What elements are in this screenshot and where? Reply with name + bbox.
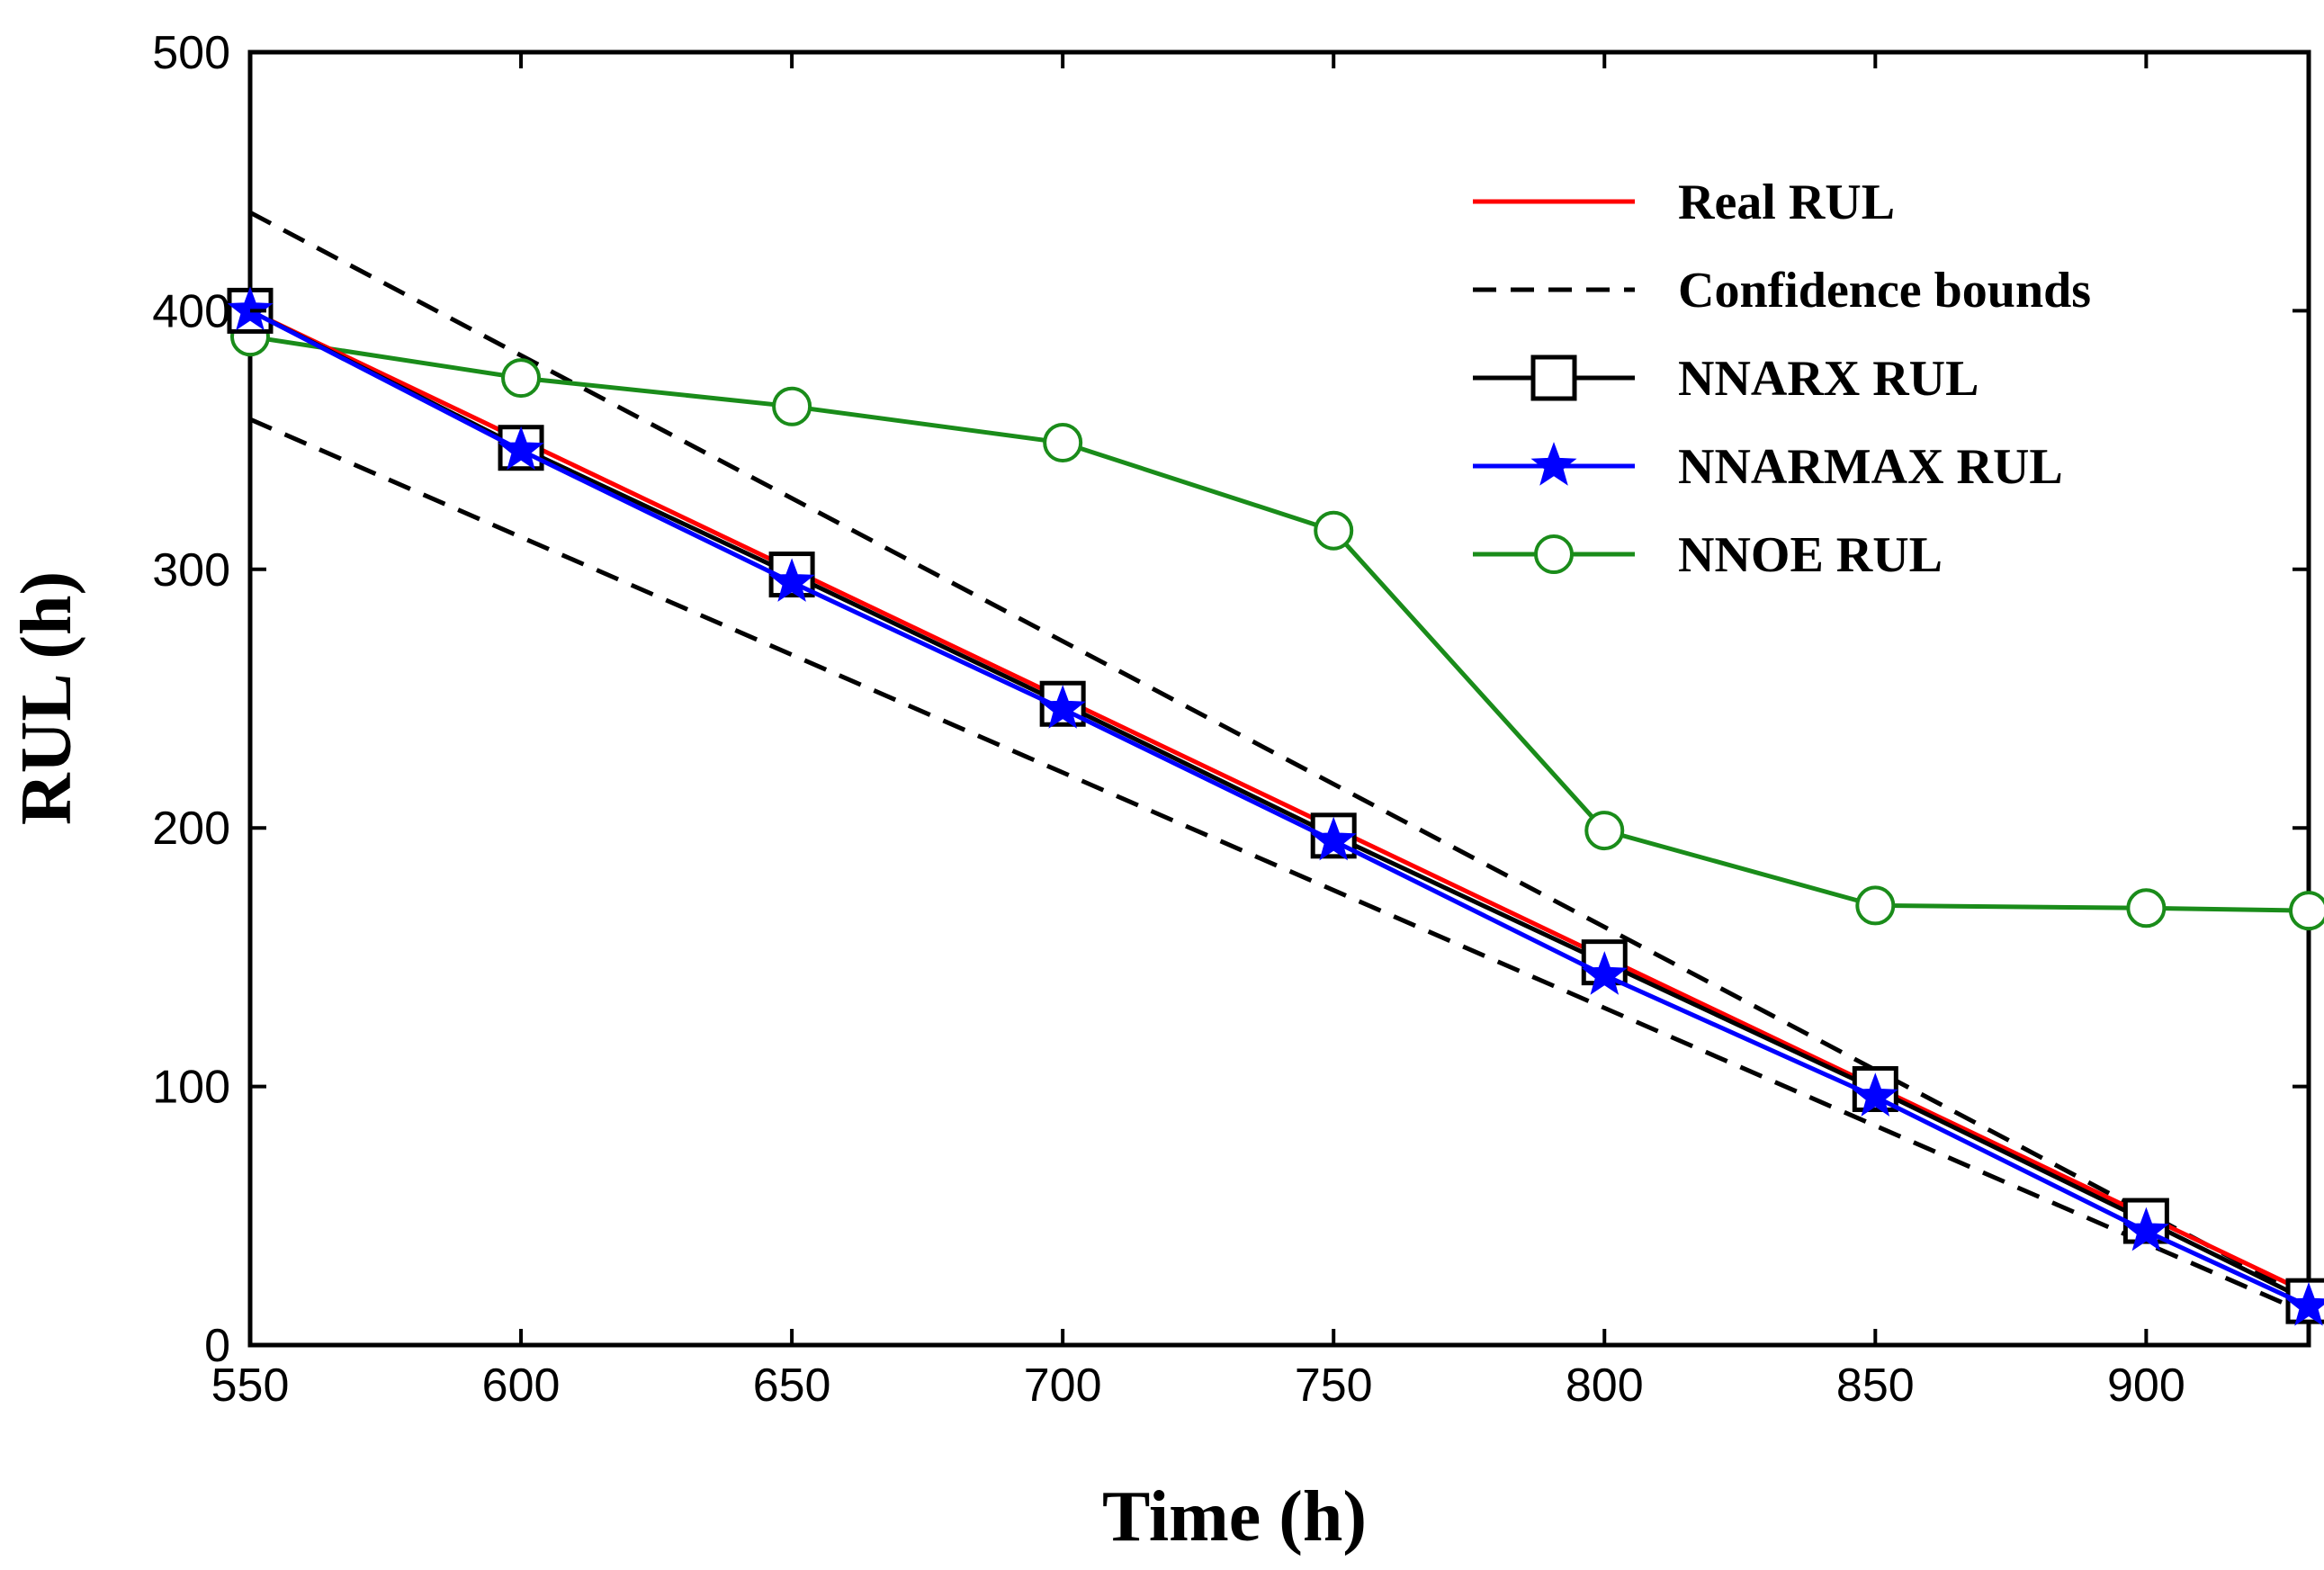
y-tick-label: 200 xyxy=(152,803,230,855)
nnoe-rul-point xyxy=(1043,422,1083,462)
legend-item-nnarmax-rul: NNARMAX RUL xyxy=(1473,439,2063,495)
x-tick-label: 550 xyxy=(211,1359,290,1412)
y-tick-label: 400 xyxy=(152,285,230,337)
x-tick-label: 850 xyxy=(1836,1359,1915,1412)
nnoe-rul-point xyxy=(501,358,542,399)
nnarmax-rul-point xyxy=(1581,951,1628,995)
legend-label: NNOE RUL xyxy=(1678,527,1943,583)
confidence-bounds-lower-series xyxy=(249,417,2310,1316)
nnoe-rul-point xyxy=(1584,811,1625,851)
y-tick-label: 100 xyxy=(152,1062,230,1114)
nnarmax-rul-point xyxy=(2122,1207,2169,1252)
legend-item-confidence-bounds: Confidence bounds xyxy=(1473,263,2091,318)
confidence-bounds-series xyxy=(248,210,2311,1301)
nnarmax-rul-point xyxy=(227,286,274,331)
real-rul-line xyxy=(248,309,2311,1296)
x-axis-title: Time (h) xyxy=(1102,1477,1367,1557)
y-tick-label: 0 xyxy=(204,1320,230,1372)
nnoe-rul-series xyxy=(230,317,2324,931)
x-tick-label: 750 xyxy=(1295,1359,1373,1412)
y-axis-title: RUL (h) xyxy=(7,571,86,825)
legend-label: NNARMAX RUL xyxy=(1678,439,2063,495)
legend-marker xyxy=(1530,354,1577,401)
nnarmax-rul-point xyxy=(2285,1282,2324,1326)
nnarmax-rul-point xyxy=(1310,816,1357,861)
nnarmax-rul-series xyxy=(227,286,2324,1326)
x-tick-label: 900 xyxy=(2107,1359,2185,1412)
x-tick-label: 700 xyxy=(1024,1359,1102,1412)
nnarmax-rul-point xyxy=(498,426,544,471)
nnarmax-rul-point xyxy=(1852,1072,1898,1117)
legend-marker xyxy=(1534,534,1574,574)
nnoe-rul-point xyxy=(1855,885,1896,926)
legend-label: Real RUL xyxy=(1678,175,1895,230)
y-tick-label: 500 xyxy=(152,27,230,79)
real-rul-series xyxy=(248,309,2311,1296)
x-tick-label: 600 xyxy=(482,1359,561,1412)
confidence-bounds-line xyxy=(248,210,2311,1301)
nnarmax-rul-point xyxy=(1039,685,1086,729)
nnoe-rul-point xyxy=(2289,891,2324,931)
confidence-bounds-lower-line xyxy=(249,417,2310,1316)
nnoe-rul-point xyxy=(1314,510,1354,551)
legend-label: NNARX RUL xyxy=(1678,351,1979,407)
x-tick-label: 650 xyxy=(753,1359,831,1412)
legend-item-nnoe-rul: NNOE RUL xyxy=(1473,527,1943,583)
nnoe-rul-point xyxy=(772,386,812,426)
nnarmax-rul-point xyxy=(768,558,815,602)
x-tick-label: 800 xyxy=(1566,1359,1644,1412)
legend-marker xyxy=(1530,442,1577,486)
legend-item-nnarx-rul: NNARX RUL xyxy=(1473,351,1979,407)
legend-label: Confidence bounds xyxy=(1678,263,2091,318)
y-tick-label: 300 xyxy=(152,544,230,597)
nnoe-rul-point xyxy=(2126,888,2167,929)
legend-item-real-rul: Real RUL xyxy=(1473,175,1895,230)
